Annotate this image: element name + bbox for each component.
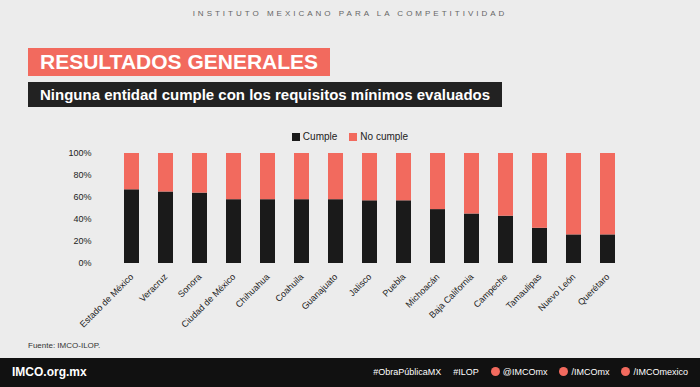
html-text:IMCO.org.mx: IMCO.org.mx xyxy=(12,365,87,379)
svg-text:40%: 40% xyxy=(73,214,91,224)
svg-text:60%: 60% xyxy=(73,192,91,202)
html-text:Ninguna entidad cumple con los: Ninguna entidad cumple con los requisito… xyxy=(40,86,491,103)
html-text:/IMCOmexico: /IMCOmexico xyxy=(633,367,688,377)
svg-text:Querétaro: Querétaro xyxy=(576,272,612,308)
html-text:#ILOP: #ILOP xyxy=(453,367,479,377)
svg-text:Nuevo León: Nuevo León xyxy=(536,272,577,313)
svg-text:80%: 80% xyxy=(73,170,91,180)
svg-text:Tamaulipas: Tamaulipas xyxy=(504,271,544,311)
svg-text:0%: 0% xyxy=(78,258,91,268)
svg-text:Campeche: Campeche xyxy=(471,271,510,310)
svg-text:Puebla: Puebla xyxy=(381,272,408,299)
svg-text:Guanajuato: Guanajuato xyxy=(299,272,339,312)
svg-text:Estado de México: Estado de México xyxy=(78,272,136,330)
svg-text:Ciudad de México: Ciudad de México xyxy=(179,272,237,330)
html-text:/IMCOmx: /IMCOmx xyxy=(571,367,610,377)
svg-text:Sonora: Sonora xyxy=(176,272,204,300)
svg-text:Veracruz: Veracruz xyxy=(137,271,170,304)
html-text:RESULTADOS GENERALES: RESULTADOS GENERALES xyxy=(40,50,319,73)
svg-text:Chihuahua: Chihuahua xyxy=(234,272,272,310)
html-text:#ObraPúblicaMX: #ObraPúblicaMX xyxy=(373,367,442,377)
svg-text:100%: 100% xyxy=(68,148,91,158)
html-text:No cumple: No cumple xyxy=(360,131,409,142)
html-text:Cumple: Cumple xyxy=(302,131,338,142)
svg-text:20%: 20% xyxy=(73,236,91,246)
svg-text:Jalisco: Jalisco xyxy=(347,272,374,299)
svg-text:Baja California: Baja California xyxy=(427,272,475,320)
html-text:Fuente: IMCO-ILOP.: Fuente: IMCO-ILOP. xyxy=(28,341,101,350)
svg-text:Coahuila: Coahuila xyxy=(273,272,305,304)
html-text:INSTITUTO MEXICANO PARA LA COM: INSTITUTO MEXICANO PARA LA COMPETITIVIDA… xyxy=(192,9,508,18)
svg-text:Michoacán: Michoacán xyxy=(403,271,442,310)
html-text:@IMCOmx: @IMCOmx xyxy=(502,367,548,377)
